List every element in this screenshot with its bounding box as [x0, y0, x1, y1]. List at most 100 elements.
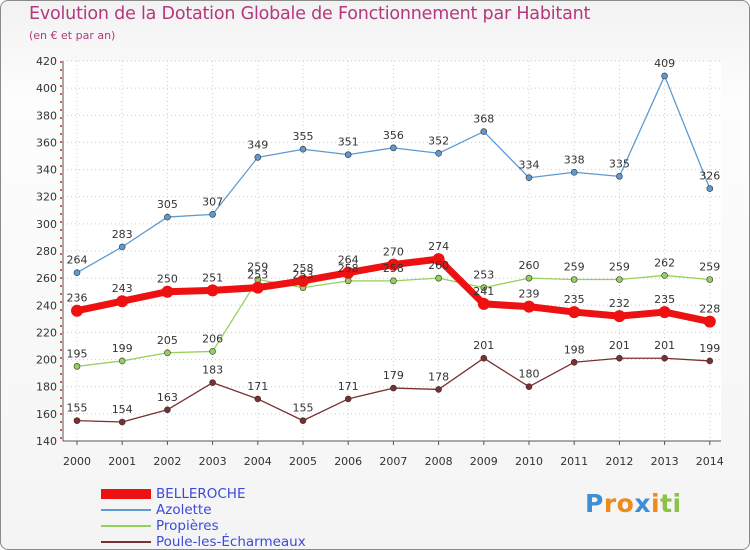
data-label: 338: [564, 153, 585, 166]
data-label: 205: [157, 334, 178, 347]
data-point-2: [164, 349, 171, 357]
data-label: 178: [428, 370, 449, 383]
data-label: 258: [338, 262, 359, 275]
y-tick-label: 180: [36, 381, 57, 394]
data-point-2: [480, 284, 488, 291]
data-point-0: [568, 306, 581, 319]
x-tick-label: 2001: [108, 455, 136, 468]
data-label: 262: [654, 256, 675, 269]
data-label: 195: [67, 347, 88, 360]
data-point-0: [658, 306, 671, 319]
data-label: 239: [519, 288, 540, 301]
data-point-1: [661, 72, 668, 80]
legend-label: BELLEROCHE: [156, 486, 246, 502]
y-tick-label: 400: [36, 82, 57, 95]
data-point-0: [703, 315, 716, 328]
data-point-1: [209, 211, 216, 218]
data-point-3: [570, 358, 578, 366]
data-label: 198: [564, 343, 585, 356]
x-tick-label: 2010: [515, 455, 543, 468]
data-label: 183: [202, 364, 223, 377]
data-label: 307: [202, 195, 223, 208]
data-point-3: [164, 406, 171, 414]
x-tick-label: 2009: [470, 455, 498, 468]
logo-letter: t: [660, 489, 673, 518]
data-label: 334: [519, 159, 540, 172]
data-label: 305: [157, 198, 178, 211]
data-point-3: [209, 379, 216, 386]
data-label: 259: [699, 261, 720, 274]
data-label: 235: [564, 293, 585, 306]
data-point-1: [164, 213, 171, 221]
data-point-2: [344, 277, 352, 285]
data-label: 355: [293, 130, 314, 143]
logo-letter: P: [585, 489, 604, 518]
data-point-0: [477, 297, 490, 310]
y-tick-label: 320: [36, 191, 57, 204]
x-tick-label: 2007: [379, 455, 407, 468]
x-tick-label: 2005: [289, 455, 317, 468]
data-point-1: [706, 185, 714, 192]
x-tick-label: 2012: [605, 455, 633, 468]
data-label: 258: [293, 262, 314, 275]
data-label: 171: [338, 380, 359, 393]
legend-swatch: [101, 541, 151, 543]
x-tick-label: 2008: [425, 455, 453, 468]
y-tick-label: 140: [36, 435, 57, 448]
logo-letter: x: [634, 489, 651, 518]
data-point-0: [613, 310, 626, 323]
data-point-1: [480, 128, 488, 135]
data-point-1: [73, 269, 81, 277]
data-label: 258: [383, 262, 404, 275]
y-tick-label: 260: [36, 272, 57, 285]
legend-label: Poule-les-Écharmeaux: [156, 534, 306, 550]
data-label: 206: [202, 332, 223, 345]
y-tick-label: 200: [36, 354, 57, 367]
data-label: 368: [473, 113, 494, 126]
y-tick-label: 380: [36, 109, 57, 122]
x-tick-label: 2003: [199, 455, 227, 468]
data-label: 260: [428, 259, 449, 272]
data-label: 201: [609, 339, 630, 352]
data-label: 232: [609, 297, 630, 310]
data-point-3: [254, 395, 262, 403]
data-label: 259: [609, 261, 630, 274]
data-label: 260: [519, 259, 540, 272]
data-label: 201: [654, 339, 675, 352]
data-point-0: [161, 285, 174, 298]
data-point-3: [299, 417, 307, 424]
y-tick-label: 420: [36, 55, 57, 68]
data-label: 171: [247, 380, 268, 393]
y-tick-label: 160: [36, 408, 57, 421]
legend-label: Azolette: [156, 502, 212, 518]
data-label: 409: [654, 57, 675, 70]
data-label: 199: [112, 342, 133, 355]
data-label: 351: [338, 136, 359, 149]
data-point-3: [435, 386, 442, 393]
data-label: 201: [473, 339, 494, 352]
data-point-3: [390, 384, 397, 392]
data-label: 264: [338, 254, 359, 267]
data-label: 274: [428, 240, 449, 253]
data-point-1: [344, 151, 352, 158]
data-label: 335: [609, 157, 630, 170]
x-tick-label: 2004: [244, 455, 272, 468]
data-point-3: [661, 354, 668, 362]
data-point-1: [435, 149, 442, 157]
y-tick-label: 240: [36, 299, 57, 312]
chart-subtitle: (en € et par an): [29, 29, 116, 42]
x-tick-label: 2013: [651, 455, 679, 468]
data-point-2: [209, 348, 216, 355]
data-label: 283: [112, 228, 133, 241]
data-point-0: [432, 253, 445, 266]
logo-letter: r: [603, 489, 617, 518]
data-label: 352: [428, 134, 449, 147]
data-label: 251: [202, 271, 223, 284]
data-point-2: [570, 276, 578, 283]
data-point-0: [116, 295, 129, 308]
data-label: 264: [67, 254, 88, 267]
data-point-1: [118, 243, 126, 251]
data-label: 253: [293, 269, 314, 282]
logo-letter: i: [651, 489, 661, 518]
data-point-0: [523, 300, 535, 313]
